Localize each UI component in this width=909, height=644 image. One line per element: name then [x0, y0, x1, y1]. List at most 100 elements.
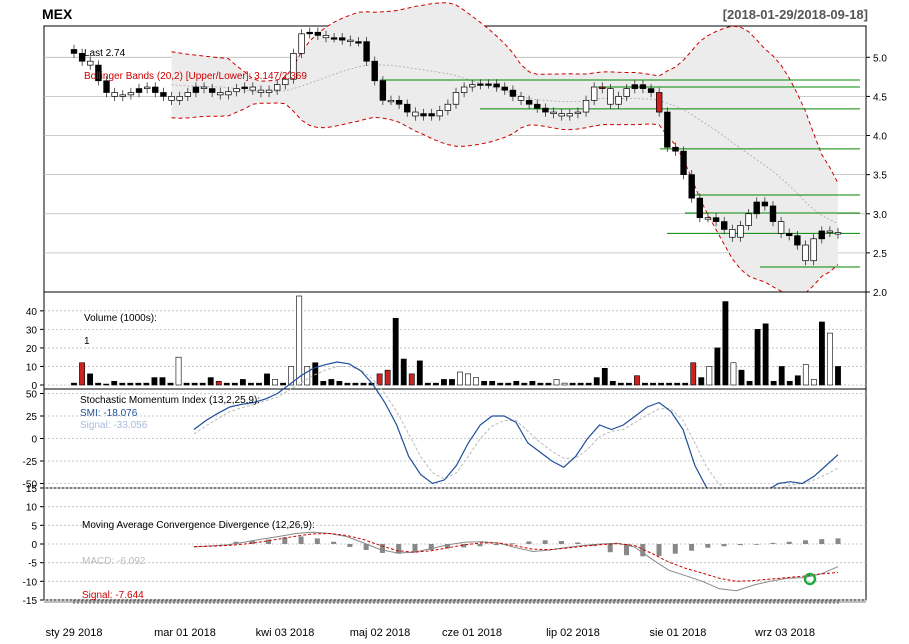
smi-signal-line	[193, 366, 839, 500]
macd-histogram-bar	[477, 544, 483, 547]
volume-bar	[135, 382, 142, 386]
volume-bar	[642, 382, 648, 386]
volume-bar	[151, 377, 158, 386]
volume-bar	[79, 362, 85, 386]
volume-bar	[272, 379, 278, 386]
macd-histogram-bar	[282, 537, 288, 544]
macd-histogram-bar	[233, 541, 239, 544]
smi-signal-label: Signal: -33.056	[80, 420, 148, 431]
macd-histogram-bar	[819, 539, 825, 544]
candle-body	[444, 103, 452, 111]
smi-tick-label: 25	[26, 412, 38, 423]
volume-bar	[577, 382, 584, 386]
volume-bar	[497, 382, 504, 386]
macd-grid	[44, 487, 866, 601]
volume-bar	[400, 358, 407, 386]
volume-bar	[175, 356, 182, 386]
candle-body	[542, 107, 549, 113]
macd-histogram-bar	[314, 538, 320, 544]
macd-histogram	[233, 536, 841, 557]
volume-bar	[215, 380, 222, 386]
x-tick-label: sie 01 2018	[650, 627, 707, 639]
volume-bar	[658, 382, 664, 386]
bollinger-band-area	[171, 2, 838, 294]
volume-bar	[473, 377, 480, 386]
candle-body	[371, 60, 378, 82]
x-tick-label: sty 29 2018	[46, 627, 103, 639]
candle-body	[721, 221, 728, 230]
candle-body	[509, 89, 517, 97]
candle-body	[160, 92, 167, 97]
candle-body	[574, 111, 582, 114]
volume-bar	[706, 366, 713, 386]
macd-histogram-bar	[396, 544, 402, 554]
candle-body	[347, 39, 354, 42]
volume-panel: 40 30 20 10 0 Volume (1000s): 1	[26, 291, 867, 392]
macd-line	[193, 531, 839, 592]
price-y-axis: 5.0 4.5 4.0 3.5 3.0 2.5 2.0	[866, 53, 887, 299]
volume-bar	[111, 380, 118, 386]
volume-bar	[682, 382, 689, 386]
candle-body	[208, 88, 216, 93]
macd-histogram-bar	[737, 544, 743, 546]
candle-body	[737, 225, 744, 238]
volume-bar	[384, 369, 391, 386]
volume-bar	[71, 382, 77, 386]
candle-body	[217, 92, 224, 96]
volume-bar	[167, 382, 174, 386]
candle-body	[664, 111, 671, 148]
volume-bar	[408, 373, 415, 386]
macd-title: Moving Average Convergence Divergence (1…	[82, 520, 315, 531]
candle-body	[412, 111, 419, 117]
macd-histogram-bar	[298, 536, 304, 544]
macd-histogram-bar	[754, 544, 760, 545]
macd-histogram-bar	[802, 540, 808, 544]
macd-tick-label: -5	[28, 559, 37, 570]
macd-histogram-bar	[331, 541, 337, 544]
volume-bar	[231, 382, 238, 386]
candle-body	[493, 83, 500, 88]
macd-crossover-marker	[803, 572, 817, 586]
volume-bar	[827, 332, 833, 386]
macd-histogram-bar	[770, 542, 776, 544]
candle-body	[176, 96, 183, 101]
volume-bar	[601, 368, 608, 386]
macd-histogram-bar	[835, 538, 841, 544]
candle-body	[152, 86, 159, 93]
macd-tick-label: 15	[26, 484, 38, 495]
price-tick-label: 3.5	[873, 171, 887, 182]
volume-bar	[794, 375, 801, 386]
macd-histogram-bar	[656, 544, 662, 556]
candle-body	[501, 86, 508, 91]
candle-body	[119, 94, 126, 97]
candle-body	[550, 111, 557, 114]
candle-body	[249, 86, 257, 91]
volume-bar	[264, 373, 270, 386]
macd-histogram-bar	[428, 544, 434, 550]
volume-bar	[786, 380, 793, 386]
candle-body	[590, 86, 598, 101]
candle-body	[87, 60, 94, 66]
volume-bar	[103, 383, 110, 386]
price-tick-label: 4.5	[873, 92, 887, 103]
volume-bar	[127, 382, 134, 386]
volume-bar	[183, 382, 190, 386]
candle-body	[655, 92, 663, 113]
candle-body	[241, 86, 248, 89]
macd-signal-line	[193, 532, 839, 582]
candle-body	[143, 86, 151, 89]
volume-bar	[625, 382, 632, 386]
candle-body	[192, 86, 200, 93]
candle-body	[525, 99, 533, 105]
candle-body	[834, 232, 842, 235]
volume-bar	[449, 379, 455, 386]
volume-bar	[352, 382, 359, 386]
macd-histogram-bar	[786, 541, 792, 544]
smi-tick-label: -50	[23, 480, 38, 491]
macd-histogram-bar	[542, 540, 548, 544]
volume-bar	[537, 382, 544, 386]
macd-histogram-bar	[672, 544, 678, 554]
price-tick-label: 2.0	[873, 288, 887, 299]
smi-grid	[44, 393, 866, 484]
